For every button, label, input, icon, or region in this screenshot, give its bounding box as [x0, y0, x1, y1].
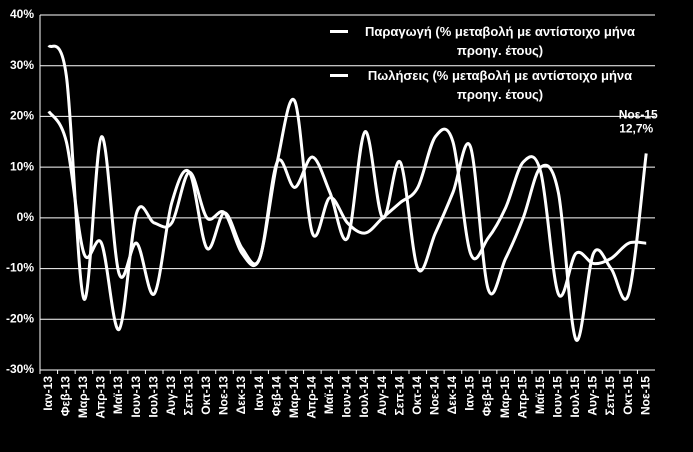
x-tick-label: Ιαν-14 [252, 376, 266, 411]
x-tick-label: Μαρ-14 [287, 376, 301, 418]
x-tick-label: Απρ-15 [515, 376, 529, 419]
data-label: 12,7% [619, 122, 653, 136]
x-tick-label: Σεπ-15 [603, 376, 617, 416]
y-tick-label: 30% [10, 58, 34, 72]
legend-entry: Πωλήσεις (% μεταβολή με αντίστοιχο μήνα … [330, 66, 660, 104]
x-tick-label: Ιαν-15 [463, 376, 477, 411]
x-tick-label: Μαϊ-15 [533, 376, 547, 414]
y-tick-label: -20% [6, 311, 34, 325]
x-tick-label: Οκτ-15 [621, 376, 635, 415]
x-tick-label: Μαϊ-13 [111, 376, 125, 414]
legend-entry: Παραγωγή (% μεταβολή με αντίστοιχο μήνα … [330, 22, 660, 60]
x-tick-label: Αυγ-15 [586, 376, 600, 416]
y-tick-label: -10% [6, 261, 34, 275]
x-tick-label: Νοε-13 [217, 376, 231, 415]
x-tick-label: Οκτ-13 [199, 376, 213, 415]
x-tick-label: Μαρ-15 [498, 376, 512, 418]
x-tick-label: Φεβ-14 [269, 376, 283, 417]
x-tick-label: Ιουλ-14 [357, 376, 371, 418]
x-tick-label: Νοε-15 [638, 376, 652, 415]
y-tick-label: 0% [17, 210, 35, 224]
x-tick-label: Δεκ-13 [234, 376, 248, 415]
y-tick-label: -30% [6, 362, 34, 376]
x-tick-label: Δεκ-14 [445, 376, 459, 415]
x-tick-label: Φεβ-15 [480, 376, 494, 417]
legend-swatch [330, 74, 348, 77]
series-line [47, 97, 647, 331]
x-tick-label: Ιουν-14 [340, 376, 354, 418]
x-tick-label: Φεβ-13 [59, 376, 73, 417]
x-tick-label: Σεπ-14 [392, 376, 406, 416]
x-tick-label: Οκτ-14 [410, 376, 424, 415]
x-tick-label: Ιουν-15 [551, 376, 565, 418]
x-tick-label: Μαϊ-14 [322, 376, 336, 414]
x-tick-label: Ιουλ-13 [146, 376, 160, 418]
annotation-date: Νοε-15 [619, 108, 658, 122]
x-tick-label: Σεπ-13 [182, 376, 196, 416]
x-tick-label: Νοε-14 [428, 376, 442, 415]
x-tick-label: Αυγ-14 [375, 376, 389, 416]
x-tick-label: Αυγ-13 [164, 376, 178, 416]
y-tick-label: 20% [10, 109, 34, 123]
legend: Παραγωγή (% μεταβολή με αντίστοιχο μήνα … [330, 22, 660, 110]
legend-label: Πωλήσεις (% μεταβολή με αντίστοιχο μήνα … [367, 68, 633, 102]
x-tick-label: Ιουλ-15 [568, 376, 582, 418]
x-tick-label: Ιαν-13 [41, 376, 55, 411]
x-tick-label: Απρ-13 [94, 376, 108, 419]
y-tick-label: 10% [10, 159, 34, 173]
x-tick-label: Απρ-14 [305, 376, 319, 419]
x-tick-label: Μαρ-13 [76, 376, 90, 418]
y-tick-label: 40% [10, 7, 34, 21]
legend-label: Παραγωγή (% μεταβολή με αντίστοιχο μήνα … [364, 24, 636, 58]
x-tick-label: Ιουν-13 [129, 376, 143, 418]
legend-swatch [330, 30, 348, 33]
